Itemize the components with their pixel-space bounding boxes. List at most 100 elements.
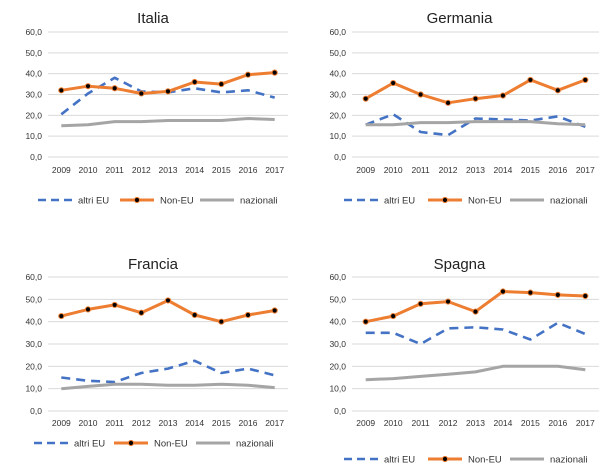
legend-marker-non-eu [133,196,141,204]
y-tick-label: 10,0 [25,384,42,394]
legend-label-nazionali: nazionali [236,439,274,450]
y-tick-label: 0,0 [30,406,42,416]
x-tick-label: 2017 [265,165,284,175]
chart-panel-spagna: Spagna 0,0 10,0 20,0 30,0 40,0 50,0 60,0 2009 201… [306,246,613,472]
y-tick-label: 50,0 [25,48,42,58]
x-tick-label: 2017 [265,418,284,428]
legend-marker-non-eu [127,439,135,447]
y-tick-label: 50,0 [329,294,346,304]
y-tick-label: 0,0 [334,406,346,416]
chart-italia: Italia 0,0 10,0 20,0 30,0 40,0 50,0 60,0 2009 201… [25,10,288,207]
x-tick-label: 2015 [521,165,540,175]
legend-label-nazionali: nazionali [240,196,278,207]
chart-title: Italia [137,10,169,27]
data-point-non-eu [218,80,225,88]
y-tick-label: 60,0 [329,27,346,37]
chart-title: Francia [128,256,179,273]
x-tick-label: 2009 [356,418,375,428]
x-tick-label: 2013 [466,418,485,428]
x-tick-label: 2012 [132,418,151,428]
x-tick-label: 2010 [384,418,403,428]
data-point-non-eu [362,318,369,325]
series-line-altri-eu [365,113,586,137]
y-tick-label: 40,0 [329,69,346,79]
x-tick-label: 2016 [548,165,567,175]
data-point-non-eu [138,90,145,97]
y-tick-label: 10,0 [329,131,346,141]
series-line-altri-eu [61,359,276,384]
chart-germania: Germania 0,0 10,0 20,0 30,0 40,0 50,0 60,0 2009 2… [329,10,599,207]
x-tick-label: 2010 [384,165,403,175]
data-point-non-eu [138,309,145,316]
data-point-non-eu [164,88,172,95]
data-point-non-eu [472,308,479,315]
x-tick-label: 2012 [132,165,151,175]
series-line-nazionali [61,117,275,128]
data-point-non-eu [527,289,534,296]
y-tick-label: 40,0 [25,69,42,79]
chart-title: Spagna [434,256,486,273]
x-tick-label: 2010 [79,418,98,428]
data-point-non-eu [582,76,589,84]
legend-marker-non-eu [441,196,449,204]
data-point-non-eu [582,292,589,300]
series-line-nazionali [365,120,586,127]
x-tick-label: 2011 [411,165,430,175]
x-tick-label: 2015 [521,418,540,428]
legend-label-nazionali: nazionali [550,196,588,207]
y-tick-label: 20,0 [25,361,42,371]
y-tick-label: 10,0 [25,131,42,141]
y-tick-label: 40,0 [25,317,42,327]
legend-label-non-eu: Non-EU [160,196,194,207]
x-tick-label: 2014 [493,165,512,175]
y-tick-label: 10,0 [329,384,346,394]
legend-marker-non-eu [441,455,449,463]
data-point-non-eu [84,306,92,313]
data-point-non-eu [472,95,479,102]
series-line-non-eu [60,299,275,324]
x-tick-label: 2013 [159,165,178,175]
x-tick-label: 2011 [106,418,125,428]
chart-francia: Francia 0,0 10,0 20,0 30,0 40,0 50,0 60,0 2009 20… [25,256,288,450]
data-point-non-eu [58,87,65,94]
y-tick-label: 60,0 [329,272,346,282]
series-line-nazionali [365,364,586,382]
y-tick-label: 50,0 [329,48,346,58]
data-point-non-eu [271,69,278,76]
chart-panel-germania: Germania 0,0 10,0 20,0 30,0 40,0 50,0 60,0 2009 2… [306,0,613,218]
x-tick-label: 2011 [411,418,430,428]
x-tick-label: 2017 [576,418,595,428]
x-tick-label: 2012 [439,418,458,428]
data-point-non-eu [390,79,397,87]
y-tick-label: 0,0 [30,152,42,162]
legend-label-altri-eu: altri EU [74,439,105,450]
x-tick-label: 2017 [576,165,595,175]
y-tick-label: 20,0 [329,361,346,371]
series-line-non-eu [365,290,586,324]
x-tick-label: 2009 [356,165,375,175]
data-point-non-eu [527,76,534,84]
data-point-non-eu [244,311,252,319]
data-point-non-eu [444,298,452,305]
y-tick-label: 60,0 [25,272,42,282]
x-tick-label: 2014 [185,165,204,175]
data-point-non-eu [218,318,225,325]
chart-panel-francia: Francia 0,0 10,0 20,0 30,0 40,0 50,0 60,0 2009 20… [0,246,306,472]
x-tick-label: 2013 [466,165,485,175]
y-tick-label: 0,0 [334,152,346,162]
y-tick-label: 30,0 [329,90,346,100]
series-line-altri-eu [60,76,276,116]
x-tick-label: 2010 [79,165,98,175]
data-point-non-eu [84,83,92,90]
x-tick-label: 2009 [52,165,71,175]
y-tick-label: 30,0 [25,90,42,100]
y-tick-label: 40,0 [329,317,346,327]
data-point-non-eu [554,291,561,298]
x-tick-label: 2015 [212,418,231,428]
x-tick-label: 2011 [106,165,125,175]
data-point-non-eu [111,301,118,309]
x-tick-label: 2014 [185,418,204,428]
y-tick-label: 30,0 [329,339,346,349]
data-point-non-eu [444,99,452,106]
